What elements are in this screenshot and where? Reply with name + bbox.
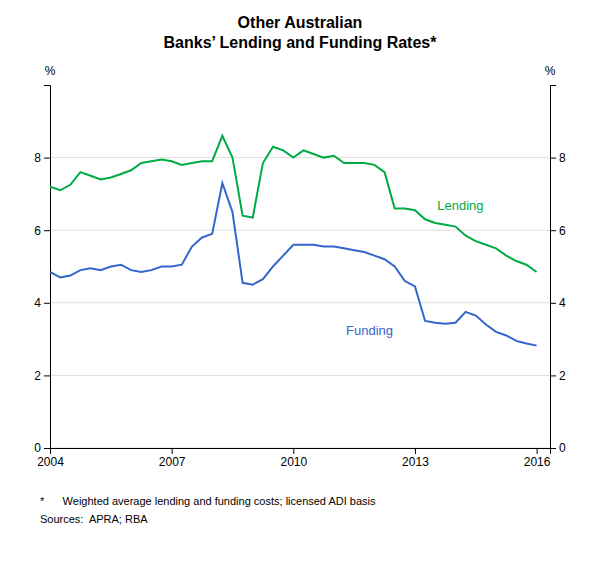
grid-line bbox=[50, 302, 550, 303]
tick-label: 0 bbox=[34, 441, 41, 455]
axis-label: % bbox=[545, 64, 556, 78]
tick: 6 bbox=[550, 224, 566, 238]
tick-label: 6 bbox=[34, 224, 41, 238]
tick-label: 0 bbox=[559, 441, 566, 455]
tick: 0 bbox=[550, 441, 566, 455]
grid bbox=[50, 158, 550, 448]
tick: 2016 bbox=[524, 448, 551, 469]
tick-mark bbox=[537, 448, 538, 454]
tick-label: 6 bbox=[559, 224, 566, 238]
tick-mark bbox=[44, 448, 50, 449]
tick: 8 bbox=[550, 151, 566, 165]
tick-mark bbox=[550, 448, 556, 449]
series-line bbox=[50, 136, 537, 272]
axis-label: % bbox=[45, 64, 56, 78]
x-axis: 2004 2007 2010 2013 2016 bbox=[37, 448, 551, 469]
series-label: Lending bbox=[437, 198, 483, 213]
tick: 6 bbox=[34, 224, 50, 238]
tick-label: 2016 bbox=[524, 455, 551, 469]
series-line bbox=[50, 183, 537, 346]
tick-label: 8 bbox=[559, 151, 566, 165]
tick-mark bbox=[550, 230, 556, 231]
tick-label: 2007 bbox=[159, 455, 186, 469]
tick-mark bbox=[44, 303, 50, 304]
tick-mark bbox=[44, 230, 50, 231]
tick-label: 4 bbox=[559, 296, 566, 310]
tick-mark bbox=[550, 158, 556, 159]
tick-mark bbox=[172, 448, 173, 454]
tick: 4 bbox=[550, 296, 566, 310]
y2-axis: 0 2 4 6 8 bbox=[550, 86, 566, 456]
tick-label: 2004 bbox=[37, 455, 64, 469]
tick: 8 bbox=[34, 151, 50, 165]
chart: Other Australian Banks’ Lending and Fundi… bbox=[0, 0, 600, 563]
plot-area bbox=[50, 136, 537, 346]
title: Other Australian bbox=[238, 14, 363, 31]
x-axis-line bbox=[51, 449, 551, 455]
tick-label: 8 bbox=[34, 151, 41, 165]
grid-line bbox=[50, 157, 550, 158]
y2-axis-line bbox=[551, 86, 557, 449]
tick: 4 bbox=[34, 296, 50, 310]
tick-mark bbox=[44, 375, 50, 376]
tick: 2 bbox=[550, 369, 566, 383]
tick-mark bbox=[44, 158, 50, 159]
title: Banks’ Lending and Funding Rates* bbox=[164, 34, 438, 51]
tick: 2004 bbox=[37, 448, 64, 469]
footnote: Sources: APRA; RBA bbox=[40, 513, 148, 525]
tick-mark bbox=[415, 448, 416, 454]
tick-mark bbox=[550, 375, 556, 376]
tick-mark bbox=[293, 448, 294, 454]
grid-line bbox=[50, 230, 550, 231]
y-axis: 0 2 4 6 8 bbox=[34, 86, 50, 456]
tick-label: 2013 bbox=[402, 455, 429, 469]
tick-label: 2 bbox=[34, 369, 41, 383]
series-label: Funding bbox=[346, 323, 393, 338]
grid-line bbox=[50, 375, 550, 376]
footnote: * Weighted average lending and funding c… bbox=[40, 495, 376, 507]
tick-mark bbox=[550, 303, 556, 304]
tick: 0 bbox=[34, 441, 50, 455]
tick-label: 4 bbox=[34, 296, 41, 310]
tick: 2007 bbox=[159, 448, 186, 469]
tick: 2010 bbox=[280, 448, 307, 469]
tick: 2013 bbox=[402, 448, 429, 469]
y-axis-line bbox=[44, 86, 51, 449]
tick-label: 2 bbox=[559, 369, 566, 383]
tick-label: 2010 bbox=[280, 455, 307, 469]
tick: 2 bbox=[34, 369, 50, 383]
